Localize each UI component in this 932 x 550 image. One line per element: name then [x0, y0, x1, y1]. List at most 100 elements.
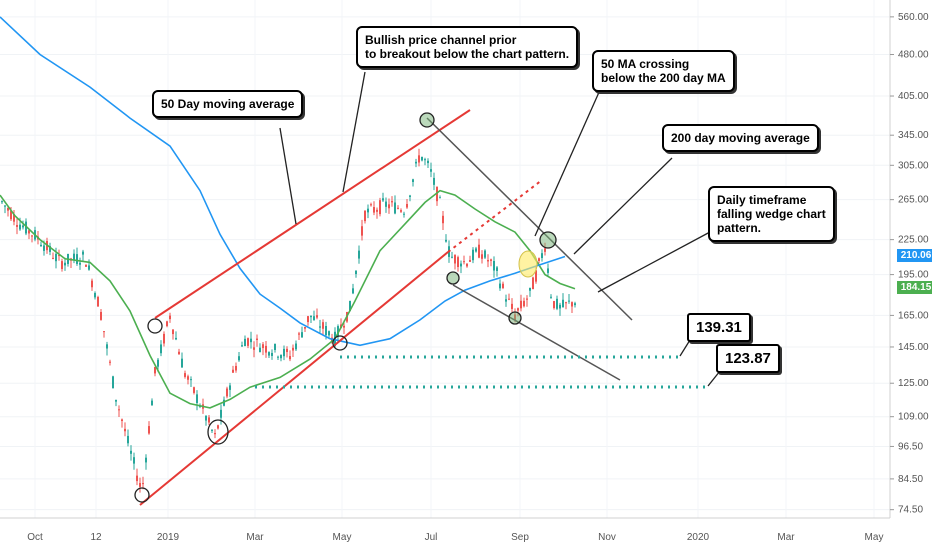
candle-body — [553, 301, 555, 309]
candle-body — [208, 417, 210, 423]
candle-body — [271, 352, 273, 356]
candle-body — [478, 244, 480, 258]
pointer-line — [342, 71, 366, 193]
candle-body — [409, 195, 411, 197]
crossover-highlight — [518, 250, 538, 278]
candle-body — [7, 208, 9, 211]
candle-body — [142, 483, 144, 485]
candle-body — [163, 333, 165, 344]
candle-body — [565, 302, 567, 304]
candle-body — [313, 316, 315, 321]
candle-body — [397, 207, 399, 209]
candle-body — [403, 213, 405, 215]
candle-body — [124, 428, 126, 432]
x-tick-label: Sep — [511, 532, 529, 543]
candle-body — [571, 302, 573, 307]
pointer-line — [279, 127, 297, 225]
candle-body — [379, 200, 381, 215]
candle-body — [490, 259, 492, 261]
candle-body — [262, 344, 264, 349]
candle-body — [13, 214, 15, 222]
candle-body — [205, 416, 207, 421]
y-tick-label: 165.00 — [898, 310, 929, 321]
candle-body — [538, 258, 540, 262]
candle-body — [31, 235, 33, 237]
annotation-falling-wedge: Daily timeframe falling wedge chart patt… — [708, 186, 835, 242]
x-tick-label: Oct — [27, 532, 43, 543]
candle-body — [427, 160, 429, 164]
candle-body — [496, 267, 498, 271]
candle-body — [280, 354, 282, 359]
candle-body — [418, 155, 420, 163]
y-tick-label: 560.00 — [898, 12, 929, 23]
candle-body — [445, 239, 447, 242]
candle-body — [103, 331, 105, 333]
candle-body — [268, 352, 270, 356]
candle-body — [304, 326, 306, 329]
annotation-bullish-channel: Bullish price channel prior to breakout … — [356, 26, 579, 68]
pivot-circle — [147, 318, 163, 334]
candle-body — [460, 263, 462, 267]
candle-body — [466, 263, 468, 267]
x-tick-label: Mar — [246, 532, 264, 543]
candle-body — [106, 344, 108, 349]
candle-body — [250, 338, 252, 343]
candle-body — [442, 215, 444, 224]
candle-body — [64, 262, 66, 266]
x-axis: Oct 12 2019 Mar May Jul Sep Nov 2020 Mar May — [0, 517, 890, 543]
candle-body — [94, 293, 96, 298]
candle-body — [211, 429, 213, 431]
candle-body — [235, 365, 237, 371]
candle-body — [217, 425, 219, 429]
candle-body — [232, 369, 234, 373]
candle-body — [127, 435, 129, 444]
y-tick-label: 109.00 — [898, 412, 929, 423]
candle-body — [184, 373, 186, 377]
candle-body — [286, 348, 288, 353]
candle-body — [277, 356, 279, 358]
candle-body — [220, 409, 222, 418]
x-tick-label: May — [865, 532, 884, 543]
candle-body — [352, 288, 354, 294]
candle-body — [451, 256, 453, 258]
level-label-123: 123.87 — [716, 344, 780, 373]
candle-body — [457, 257, 459, 268]
annotation-ma-crossing: 50 MA crossing below the 200 day MA — [592, 50, 735, 92]
x-tick-label: 2020 — [687, 532, 710, 543]
candle-body — [433, 177, 435, 185]
candle-body — [523, 300, 525, 307]
candle-body — [187, 376, 189, 380]
candle-body — [412, 179, 414, 182]
candle-body — [16, 225, 18, 227]
candle-body — [322, 322, 324, 329]
candle-body — [82, 251, 84, 255]
candle-body — [475, 248, 477, 252]
candle-body — [289, 356, 291, 360]
candle-body — [274, 343, 276, 350]
candle-body — [544, 248, 546, 252]
candle-body — [109, 361, 111, 363]
candle-body — [550, 296, 552, 298]
pivot-circle — [134, 487, 150, 503]
candle-body — [4, 205, 6, 207]
x-tick-label: Mar — [777, 532, 795, 543]
channel-lower-line — [139, 251, 449, 506]
candle-body — [556, 298, 558, 309]
candle-body — [253, 347, 255, 350]
candle-body — [301, 332, 303, 338]
candle-body — [229, 385, 231, 390]
candle-body — [547, 268, 549, 273]
candle-body — [241, 345, 243, 347]
candle-body — [190, 379, 192, 381]
annotation-50-day-ma: 50 Day moving average — [152, 90, 304, 118]
candle-body — [283, 348, 285, 357]
candle-body — [562, 299, 564, 308]
price-tag-50ma: 184.15 — [897, 281, 932, 294]
pivot-circle — [207, 419, 229, 445]
x-tick-label: 12 — [90, 532, 102, 543]
y-tick-label: 125.00 — [898, 378, 929, 389]
candle-body — [121, 419, 123, 421]
candle-body — [385, 201, 387, 207]
candle-body — [100, 311, 102, 320]
